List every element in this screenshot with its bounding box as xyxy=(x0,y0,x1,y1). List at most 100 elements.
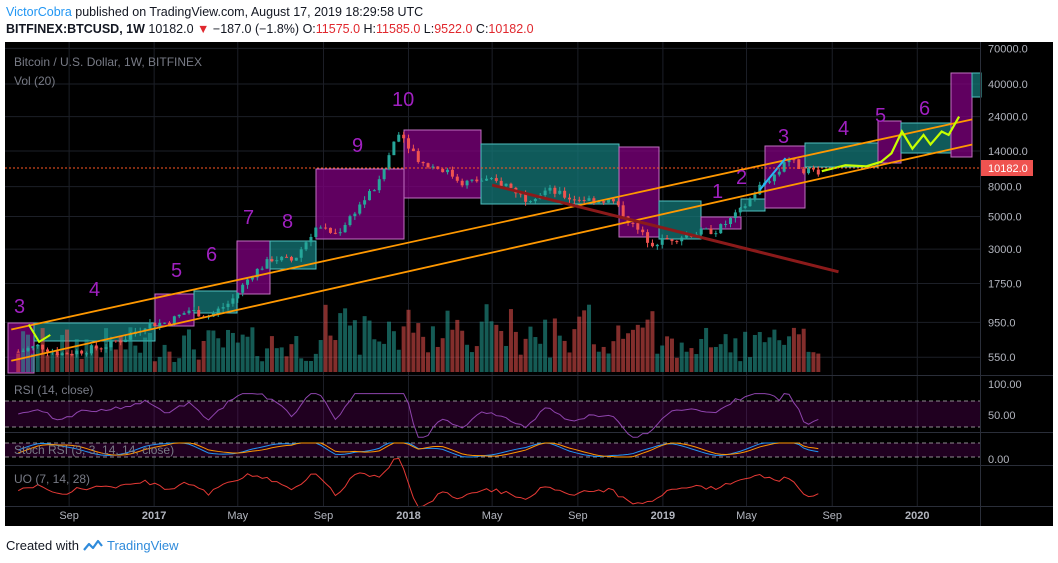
projection-path[interactable] xyxy=(27,323,51,344)
candle-body xyxy=(104,347,108,349)
candle-body xyxy=(528,201,532,203)
tradingview-brand-link[interactable]: TradingView xyxy=(106,538,179,553)
volume-bar xyxy=(489,321,494,372)
volume-bar xyxy=(728,352,733,372)
volume-bar xyxy=(655,353,660,372)
volume-bar xyxy=(811,352,816,372)
volume-bar xyxy=(279,347,284,372)
volume-bar xyxy=(25,334,30,372)
volume-bar xyxy=(152,361,157,372)
y-tick-label: 14000.0 xyxy=(988,146,1028,158)
volume-bar xyxy=(79,358,84,372)
author-link[interactable]: VictorCobra xyxy=(6,5,72,19)
open-label: O: xyxy=(302,22,316,36)
volume-bar xyxy=(216,338,221,372)
trendline[interactable] xyxy=(11,118,973,331)
volume-bar xyxy=(177,358,182,372)
volume-bar xyxy=(387,321,392,372)
last-price-badge xyxy=(981,160,1033,176)
volume-bar xyxy=(284,356,289,372)
candle-body xyxy=(153,322,157,327)
volume-bar xyxy=(123,349,128,372)
candle-body xyxy=(465,180,469,186)
candle-body xyxy=(85,353,89,355)
high-label: H: xyxy=(363,22,377,36)
downtrend-line[interactable] xyxy=(491,183,839,274)
candle-body xyxy=(738,207,742,213)
volume-bar xyxy=(743,331,748,372)
candle-body xyxy=(699,228,703,235)
volume-bar xyxy=(235,342,240,372)
volume-bar xyxy=(606,353,611,372)
candle-body xyxy=(729,218,733,225)
volume-bar xyxy=(143,337,148,372)
candle-body xyxy=(377,179,381,191)
y-tick-label: 3000.0 xyxy=(988,244,1022,256)
chart-frame[interactable]: 3 4 5 6 7 8 9 10 1 2 3 4 5 6 Bitcoin / U.S. Dollar, 1… xyxy=(5,42,1053,526)
candle-body xyxy=(665,237,669,240)
candle-body xyxy=(31,346,35,349)
volume-bar xyxy=(533,337,538,372)
candle-body xyxy=(372,190,376,192)
volume-bar xyxy=(289,344,294,372)
x-tick-label: 2018 xyxy=(396,510,420,522)
wave-label: 1 xyxy=(712,181,723,203)
volume-bar xyxy=(611,341,616,372)
y-tick-label: 40000.0 xyxy=(988,79,1028,91)
candle-body xyxy=(338,232,342,234)
candle-body xyxy=(416,151,420,162)
candle-body xyxy=(275,260,279,262)
volume-bar xyxy=(108,339,113,372)
candle-body xyxy=(348,216,352,226)
trendline[interactable] xyxy=(11,143,973,362)
volume-bar xyxy=(221,347,226,372)
candle-body xyxy=(46,349,50,352)
volume-bar xyxy=(621,338,626,372)
volume-bar xyxy=(230,332,235,372)
wave-box xyxy=(764,145,806,209)
candle-body xyxy=(158,322,162,327)
candle-body xyxy=(636,223,640,230)
low-value: 9522.0 xyxy=(434,22,473,36)
y-tick-label: 70000.0 xyxy=(988,43,1028,55)
volume-bar xyxy=(147,332,152,372)
time-axis[interactable]: Sep 2017 May Sep 2018 May Sep 2019 May Sep 2020 xyxy=(59,510,929,522)
candle-body xyxy=(675,241,679,243)
volume-bar xyxy=(45,355,50,372)
projection-path[interactable] xyxy=(821,116,961,173)
candle-body xyxy=(280,256,284,261)
candle-body xyxy=(250,277,254,280)
volume-bar xyxy=(313,353,318,372)
candle-body xyxy=(719,224,723,234)
candle-body xyxy=(470,179,474,181)
candle-body xyxy=(504,183,508,186)
candle-body xyxy=(743,206,747,208)
price-chart[interactable]: 3 4 5 6 7 8 9 10 12 3 4 5 6 Bitcoin / U.S. Dollar, 1… xyxy=(5,42,1053,526)
candle-body xyxy=(568,197,572,200)
candle-body xyxy=(509,183,513,188)
candle-body xyxy=(319,227,323,229)
price-axis[interactable]: 70000.0 40000.0 24000.0 14000.0 8000.0 5000.0… xyxy=(988,43,1028,364)
tradingview-logo-icon xyxy=(83,539,103,551)
wave-label: 5 xyxy=(171,260,182,282)
chart-title: Bitcoin / U.S. Dollar, 1W, BITFINEX xyxy=(14,55,202,69)
volume-bar xyxy=(201,340,206,372)
volume-bar xyxy=(752,334,757,372)
impulse-line[interactable] xyxy=(758,157,787,191)
candle-body xyxy=(592,198,596,203)
volume-bar xyxy=(211,330,216,372)
x-tick-label: 2017 xyxy=(142,510,166,522)
close-label: C: xyxy=(475,22,489,36)
volume-bar xyxy=(343,308,348,372)
candle-body xyxy=(402,134,406,139)
volume-bar xyxy=(396,349,401,372)
wave-label: 2 xyxy=(736,167,747,189)
candle-body xyxy=(548,187,552,191)
volume-bar xyxy=(250,327,255,372)
volume-bar xyxy=(718,344,723,372)
volume-bar xyxy=(679,342,684,372)
volume-bar xyxy=(240,334,245,372)
volume-bar xyxy=(269,336,274,372)
candle-body xyxy=(197,310,201,317)
volume-bar xyxy=(650,311,655,372)
